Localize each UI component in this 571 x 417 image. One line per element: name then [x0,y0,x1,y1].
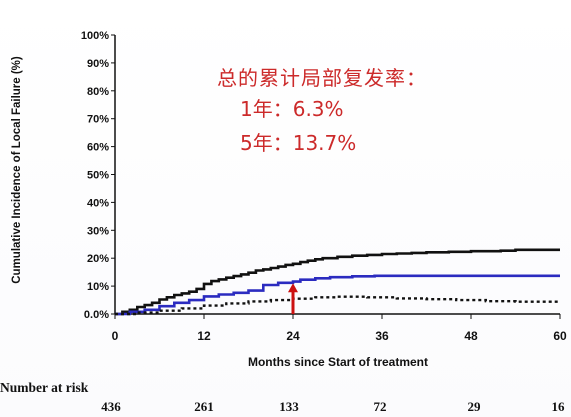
y-tick-label: 80% [87,86,109,98]
arrow-head [288,283,298,293]
y-tick-label: 40% [87,197,109,209]
risk-count-24: 133 [279,399,299,414]
y-tick-label: 100% [81,30,109,42]
y-tick-label: 20% [87,253,109,265]
annotation-title: 总的累计局部复发率： [217,66,427,90]
y-axis-label: Cumulative Incidence of Local Failure (%… [11,56,23,284]
x-tick-label: 0 [112,329,119,343]
series-line-2 [115,295,560,316]
risk-count-0: 436 [101,399,121,414]
red-arrow-icon [288,283,298,314]
risk-count-60: 16 [551,399,565,414]
y-tick-label: 90% [87,58,109,70]
annotation-1yr: 1年：6.3% [240,97,344,121]
series-line-1 [115,274,560,316]
risk-count-36: 72 [373,399,387,414]
y-tick-label: 0.0% [84,309,109,321]
number-at-risk-title: Number at risk [0,380,89,395]
x-tick-label: 48 [464,329,478,343]
x-tick-label: 60 [553,329,567,343]
y-tick-label: 10% [87,281,109,293]
annotation-5yr: 5年：13.7% [240,131,357,155]
risk-count-12: 261 [194,399,214,414]
x-tick-label: 36 [375,329,389,343]
y-tick-label: 70% [87,114,109,126]
risk-count-48: 29 [467,399,481,414]
x-tick-label: 24 [286,329,300,343]
series-line-0 [115,248,560,316]
y-tick-label: 50% [87,170,109,182]
y-tick-label: 30% [87,225,109,237]
axes: 0.0% 10% 20% 30% 40% 50% 60% 70% 80% 90% 100% 0 12 24… [81,30,567,343]
x-tick-label: 12 [197,329,211,343]
series-group [115,248,560,316]
x-axis-label: Months since Start of treatment [247,355,429,369]
y-tick-label: 60% [87,142,109,154]
